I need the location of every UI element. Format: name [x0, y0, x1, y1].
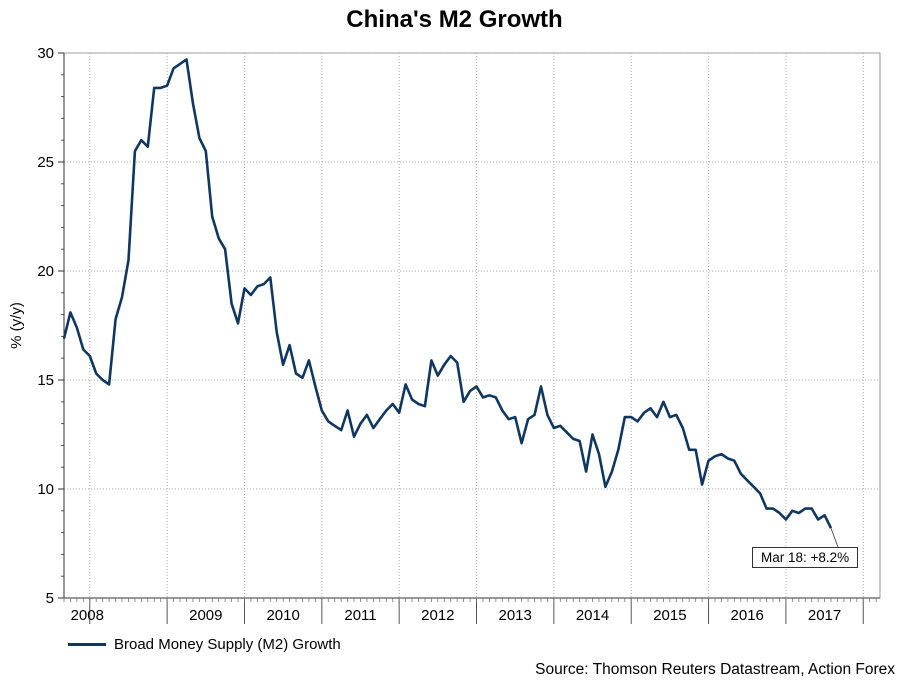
- last-value-annotation: Mar 18: +8.2%: [752, 547, 859, 568]
- x-tick-label: 2017: [808, 607, 841, 624]
- series-line-m2: [62, 58, 833, 529]
- series-layer: [62, 58, 833, 529]
- y-tick-label: 10: [37, 481, 54, 498]
- plot-border: [63, 52, 881, 599]
- y-tick-label: 20: [37, 263, 54, 280]
- y-tick-label: 25: [37, 154, 54, 171]
- x-tick-label: 2009: [189, 607, 222, 624]
- legend-swatch: [68, 643, 106, 646]
- y-tick-label: 5: [46, 590, 54, 607]
- y-tick-label: 30: [37, 45, 54, 62]
- grid-layer: [63, 52, 881, 599]
- x-tick-label: 2011: [344, 607, 376, 624]
- x-tick-label: 2015: [653, 607, 686, 624]
- x-tick-label: 2010: [266, 607, 299, 624]
- axis-layer: [58, 52, 880, 624]
- x-tick-label: 2012: [421, 607, 454, 624]
- legend: Broad Money Supply (M2) Growth: [68, 636, 341, 653]
- y-tick-label: 15: [37, 372, 54, 389]
- legend-label: Broad Money Supply (M2) Growth: [114, 636, 341, 653]
- x-tick-label: 2008: [71, 607, 104, 624]
- annotation-leader: [830, 528, 839, 548]
- label-layer: 5 10 15 20 25 30 2008 2009 2010 2011 2012 2013 2014 2…: [8, 45, 841, 624]
- y-axis-label: % (y/y): [8, 302, 25, 349]
- chart-title: China's M2 Growth: [346, 6, 563, 33]
- x-tick-label: 2013: [498, 607, 531, 624]
- source-note: Source: Thomson Reuters Datastream, Acti…: [535, 661, 895, 678]
- x-tick-label: 2016: [731, 607, 764, 624]
- x-tick-label: 2014: [576, 607, 609, 624]
